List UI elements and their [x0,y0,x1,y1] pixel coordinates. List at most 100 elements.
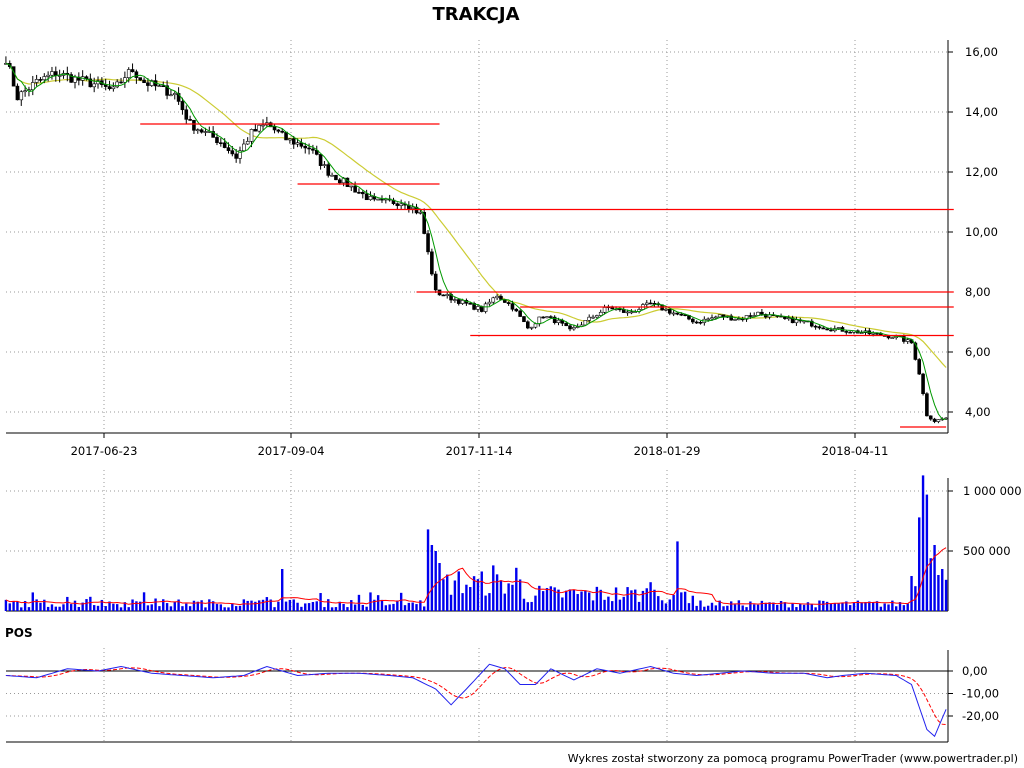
candle-body [180,101,185,111]
volume-bar [649,582,652,611]
volume-bar [706,605,710,611]
volume-bar [779,600,783,611]
candle-body [456,299,461,304]
volume-bar [549,586,553,611]
volume-bar [361,604,364,611]
candle-body [92,83,96,88]
volume-bar [73,600,77,611]
candle-body [157,85,162,88]
candle-body [15,85,20,101]
candle-body [671,312,676,315]
volume-bar [200,600,203,611]
candle-body [522,316,526,323]
candle-body [215,137,219,144]
volume-bar [526,602,530,611]
volume-bar [388,604,391,611]
candle-body [679,313,684,316]
candle-body [706,318,710,321]
volume-bar [399,592,403,611]
volume-bar [902,605,906,611]
candle-body [694,321,699,324]
candle-body [644,302,649,305]
volume-bar [530,601,533,611]
volume-bar [422,606,426,611]
candle-body [737,318,741,321]
volume-bar [787,607,790,611]
volume-bar [469,587,472,611]
volume-bar [150,604,153,611]
volume-bar [534,595,537,611]
volume-bar [162,599,165,611]
volume-bar [304,603,307,611]
candle-body [418,211,423,214]
volume-bar [848,605,852,611]
volume-bar [181,606,184,611]
volume-bar [829,603,833,611]
volume-bar [868,601,871,611]
volume-bar [208,599,211,611]
candle-body [123,77,127,83]
volume-bar [430,545,434,611]
volume-bar [802,604,806,611]
volume-bar [710,602,714,611]
volume-bar [480,571,483,611]
volume-bar [614,587,618,611]
volume-bar [825,601,829,611]
volume-bar [453,580,457,611]
volume-bar [131,599,134,611]
candle-body [813,325,818,328]
volume-bar [683,591,687,611]
candle-body [134,71,139,78]
volume-bar [188,606,192,611]
volume-bar [925,494,929,611]
volume-bar [62,604,65,611]
volume-bar [434,551,437,611]
candle-body [572,327,576,330]
volume-bar [442,579,445,611]
volume-bar [753,604,756,611]
volume-bar [856,600,860,611]
candle-body [568,325,572,330]
x-tick-label: 2017-06-23 [71,444,138,458]
volume-bar [783,602,787,611]
volume-bar [737,600,741,611]
candle-body [445,294,450,296]
volume-bar [23,601,27,611]
candle-body [836,327,841,329]
volume-bar [591,600,595,611]
volume-bar [852,602,856,611]
volume-bar [760,600,764,611]
volume-bar [576,594,579,611]
candle-body [825,328,829,331]
volume-bar [887,604,890,611]
candle-body [357,191,361,194]
volume-bar [35,599,38,611]
volume-bar [718,600,721,611]
candle-body [510,303,515,310]
candle-body [176,93,181,102]
candle-body [184,109,189,120]
candle-body [46,74,50,77]
volume-bar [814,607,817,611]
volume-bar [580,591,583,611]
volume-bar [346,607,349,611]
candle-body [245,141,250,145]
volume-bar [139,601,142,611]
price-panel: 4,00 6,00 8,00 10,00 12,00 14,00 16,00 2017-06-… [4,40,998,458]
volume-bar [741,605,744,611]
volume-bar [457,571,460,611]
pos-panel: POS 0,00 -10,00 -20,00 [5,626,999,743]
candle-body [537,316,542,325]
candle-body [587,316,592,321]
volume-bar [668,599,671,611]
volume-bar [714,605,718,611]
volume-bar [822,600,825,611]
candle-body [902,336,906,342]
volume-bar [572,589,576,611]
volume-bar [146,605,150,611]
volume-bar [722,606,725,611]
candle-body [760,311,764,315]
candle-body [710,317,714,320]
volume-bar [211,601,215,611]
volume-bar [818,600,821,611]
